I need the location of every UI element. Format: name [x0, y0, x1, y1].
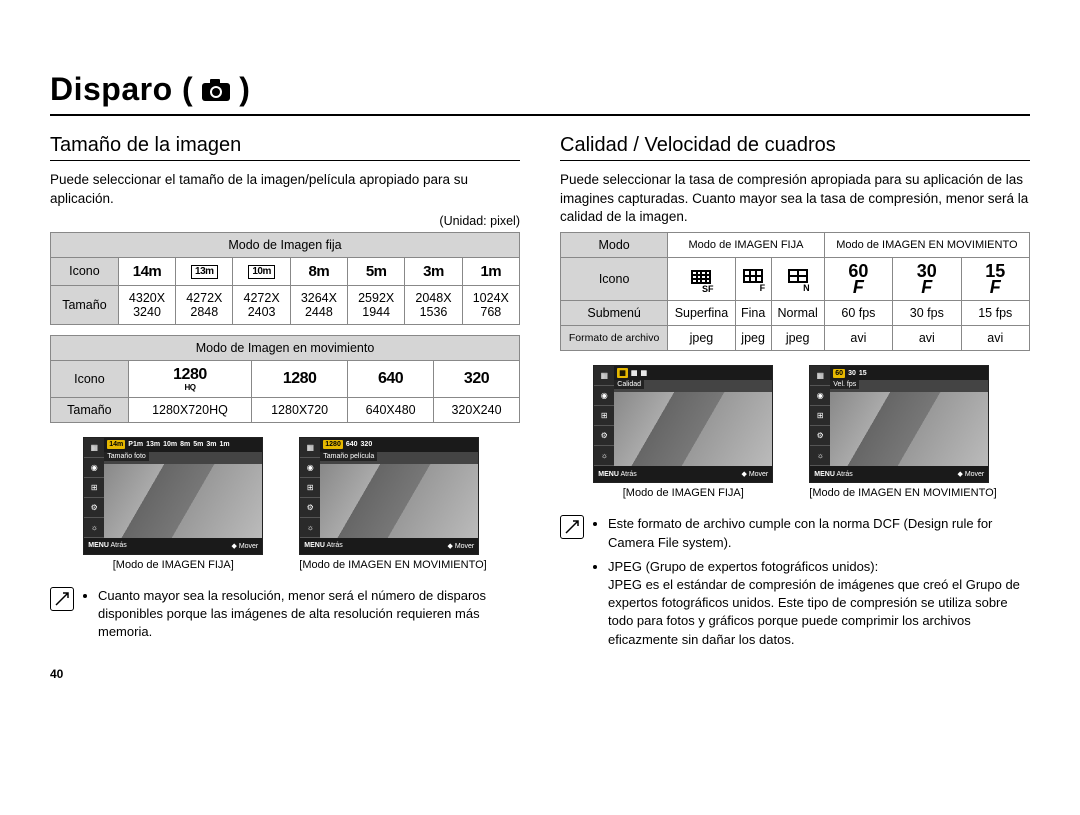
movie-size-cell: 640X480	[348, 397, 434, 422]
title-prefix: Disparo (	[50, 71, 193, 108]
size-cell: 3264X2448	[290, 285, 347, 324]
size-icon-3m: 3m	[405, 257, 462, 285]
note-text: Cuanto mayor sea la resolución, menor se…	[98, 587, 520, 642]
still-size-row: Tamaño 4320X3240 4272X2848 4272X2403 326…	[51, 285, 520, 324]
camera-ui-mock: ▦◉⊞⚙☼ 1280640320 Tamaño película MENU At…	[299, 437, 479, 555]
camera-ui-mock: ▦◉⊞⚙☼ 14mP1m13m10m8m5m3m1m Tamaño foto M…	[83, 437, 263, 555]
size-icon-13m: 13m	[176, 257, 233, 285]
quality-fps-table: Modo Modo de IMAGEN FIJA Modo de IMAGEN …	[560, 232, 1030, 351]
left-column: Tamaño de la imagen Puede seleccionar el…	[50, 134, 520, 681]
note-box: Este formato de archivo cumple con la no…	[560, 515, 1030, 654]
size-cell: 2592X1944	[348, 285, 405, 324]
still-table-header: Modo de Imagen fija	[51, 232, 520, 257]
screenshot-movie: ▦◉⊞⚙☼ 1280640320 Tamaño película MENU At…	[299, 437, 486, 571]
right-column: Calidad / Velocidad de cuadros Puede sel…	[560, 134, 1030, 681]
image-size-intro: Puede seleccionar el tamaño de la imagen…	[50, 171, 520, 207]
unit-note: (Unidad: pixel)	[50, 214, 520, 228]
right-screenshots: ▦◉⊞⚙☼ ▦▦▦ Calidad MENU Atrás◆ Mover [Mod…	[560, 365, 1030, 499]
image-size-heading: Tamaño de la imagen	[50, 134, 520, 161]
row-label-icon: Icono	[51, 360, 129, 397]
still-icon-row: Icono 14m 13m 10m 8m 5m 3m 1m	[51, 257, 520, 285]
screenshot-caption: [Modo de IMAGEN FIJA]	[83, 559, 263, 571]
submenu-cell: Superfina	[668, 301, 735, 326]
quality-icon-n: N	[771, 258, 824, 301]
movie-icon-1280hq: 1280HQ	[128, 360, 251, 397]
movie-size-row: Tamaño 1280X720HQ 1280X720 640X480 320X2…	[51, 397, 520, 422]
format-row: Formato de archivo jpeg jpeg jpeg avi av…	[561, 326, 1030, 351]
screenshot-caption: [Modo de IMAGEN EN MOVIMIENTO]	[299, 559, 486, 571]
title-suffix: )	[239, 71, 250, 108]
movie-icon-640: 640	[348, 360, 434, 397]
row-label-icon: Icono	[51, 257, 119, 285]
format-cell: jpeg	[771, 326, 824, 351]
quality-icon-f: F	[735, 258, 771, 301]
size-icon-14m: 14m	[118, 257, 175, 285]
movie-icon-320: 320	[434, 360, 520, 397]
row-label-format: Formato de archivo	[561, 326, 668, 351]
note-icon	[560, 515, 584, 539]
format-cell: jpeg	[668, 326, 735, 351]
size-cell: 2048X1536	[405, 285, 462, 324]
submenu-cell: 60 fps	[824, 301, 892, 326]
manual-page: Disparo ( ) Tamaño de la imagen Puede se…	[0, 0, 1080, 711]
quality-heading: Calidad / Velocidad de cuadros	[560, 134, 1030, 161]
submenu-cell: 15 fps	[961, 301, 1030, 326]
row-label-size: Tamaño	[51, 285, 119, 324]
size-icon-1m: 1m	[462, 257, 519, 285]
mode-still-cell: Modo de IMAGEN FIJA	[668, 233, 824, 258]
size-cell: 1024X768	[462, 285, 519, 324]
still-image-size-table: Modo de Imagen fija Icono 14m 13m 10m 8m…	[50, 232, 520, 325]
icon-row: Icono SF F N 60F 30F 15F	[561, 258, 1030, 301]
fps-icon-15: 15F	[961, 258, 1030, 301]
quality-intro: Puede seleccionar la tasa de compresión …	[560, 171, 1030, 226]
submenu-cell: Normal	[771, 301, 824, 326]
screenshot-caption: [Modo de IMAGEN FIJA]	[593, 487, 773, 499]
screenshot-fps: ▦◉⊞⚙☼ 603015 Vel. fps MENU Atrás◆ Mover …	[809, 365, 996, 499]
size-cell: 4272X2848	[176, 285, 233, 324]
camera-icon	[201, 78, 231, 102]
left-screenshots: ▦◉⊞⚙☼ 14mP1m13m10m8m5m3m1m Tamaño foto M…	[50, 437, 520, 571]
page-title: Disparo ( )	[50, 71, 1030, 116]
size-cell: 4320X3240	[118, 285, 175, 324]
submenu-cell: 30 fps	[893, 301, 961, 326]
movie-icon-row: Icono 1280HQ 1280 640 320	[51, 360, 520, 397]
format-cell: jpeg	[735, 326, 771, 351]
movie-size-cell: 320X240	[434, 397, 520, 422]
note-text: JPEG (Grupo de expertos fotográficos uni…	[608, 558, 1030, 649]
format-cell: avi	[961, 326, 1030, 351]
size-cell: 4272X2403	[233, 285, 290, 324]
screenshot-quality: ▦◉⊞⚙☼ ▦▦▦ Calidad MENU Atrás◆ Mover [Mod…	[593, 365, 773, 499]
note-text: Este formato de archivo cumple con la no…	[608, 515, 1030, 551]
mode-row: Modo Modo de IMAGEN FIJA Modo de IMAGEN …	[561, 233, 1030, 258]
mode-movie-cell: Modo de IMAGEN EN MOVIMIENTO	[824, 233, 1029, 258]
camera-ui-mock: ▦◉⊞⚙☼ ▦▦▦ Calidad MENU Atrás◆ Mover	[593, 365, 773, 483]
row-label-icon: Icono	[561, 258, 668, 301]
size-icon-8m: 8m	[290, 257, 347, 285]
format-cell: avi	[893, 326, 961, 351]
quality-icon-sf: SF	[668, 258, 735, 301]
camera-ui-mock: ▦◉⊞⚙☼ 603015 Vel. fps MENU Atrás◆ Mover	[809, 365, 989, 483]
page-number: 40	[50, 667, 520, 681]
submenu-row: Submenú Superfina Fina Normal 60 fps 30 …	[561, 301, 1030, 326]
movie-size-cell: 1280X720	[252, 397, 348, 422]
fps-icon-60: 60F	[824, 258, 892, 301]
size-icon-10m: 10m	[233, 257, 290, 285]
format-cell: avi	[824, 326, 892, 351]
submenu-cell: Fina	[735, 301, 771, 326]
movie-table-header: Modo de Imagen en movimiento	[51, 335, 520, 360]
screenshot-still: ▦◉⊞⚙☼ 14mP1m13m10m8m5m3m1m Tamaño foto M…	[83, 437, 263, 571]
movie-size-cell: 1280X720HQ	[128, 397, 251, 422]
movie-size-table: Modo de Imagen en movimiento Icono 1280H…	[50, 335, 520, 423]
note-box: Cuanto mayor sea la resolución, menor se…	[50, 587, 520, 648]
size-icon-5m: 5m	[348, 257, 405, 285]
note-icon	[50, 587, 74, 611]
row-label-mode: Modo	[561, 233, 668, 258]
movie-icon-1280: 1280	[252, 360, 348, 397]
fps-icon-30: 30F	[893, 258, 961, 301]
row-label-size: Tamaño	[51, 397, 129, 422]
screenshot-caption: [Modo de IMAGEN EN MOVIMIENTO]	[809, 487, 996, 499]
row-label-submenu: Submenú	[561, 301, 668, 326]
two-column-layout: Tamaño de la imagen Puede seleccionar el…	[50, 134, 1030, 681]
